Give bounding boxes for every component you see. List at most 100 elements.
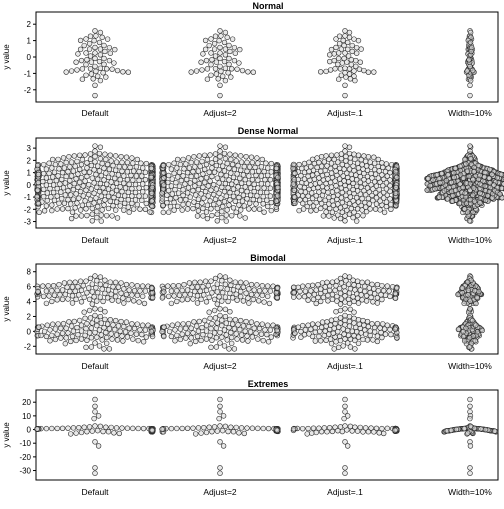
data-point [308, 208, 313, 213]
data-point [224, 194, 229, 199]
data-point [190, 285, 195, 290]
data-point [130, 186, 135, 191]
data-point [249, 155, 254, 160]
data-point [120, 160, 125, 165]
data-point [262, 210, 267, 215]
data-point [99, 321, 104, 326]
data-point [356, 153, 361, 158]
data-point [259, 174, 264, 179]
data-point [264, 190, 269, 195]
data-point [269, 208, 274, 213]
data-point [67, 184, 72, 189]
data-point [86, 192, 91, 197]
data-point [91, 76, 96, 81]
x-tick-label: Adjust=.1 [327, 361, 363, 371]
data-point [275, 185, 280, 190]
data-point [71, 187, 76, 192]
data-point [141, 339, 146, 344]
data-point [201, 185, 206, 190]
data-point [58, 182, 63, 187]
data-point [108, 199, 113, 204]
data-point [334, 45, 339, 50]
data-point [137, 178, 142, 183]
data-point [375, 282, 380, 287]
data-point [111, 184, 116, 189]
data-point [335, 153, 340, 158]
data-point [78, 47, 83, 52]
data-point [471, 177, 476, 182]
data-point [483, 184, 488, 189]
data-point [334, 207, 339, 212]
data-point [468, 40, 473, 45]
data-point [257, 326, 262, 331]
data-point [352, 69, 357, 74]
data-point [70, 285, 75, 290]
data-point [223, 52, 228, 57]
data-point [36, 180, 41, 185]
data-point [169, 301, 174, 306]
data-point [309, 191, 314, 196]
data-point [64, 335, 69, 340]
data-point [57, 166, 62, 171]
data-point [445, 196, 450, 201]
data-point [140, 182, 145, 187]
data-point [236, 163, 241, 168]
x-tick-label: Width=10% [448, 361, 492, 371]
data-point [193, 193, 198, 198]
data-point [230, 322, 235, 327]
data-point [89, 187, 94, 192]
data-point [265, 323, 270, 328]
data-point [99, 333, 104, 338]
data-point [316, 282, 321, 287]
data-point [210, 160, 215, 165]
data-point [203, 47, 208, 52]
y-tick-label: 1 [27, 169, 32, 178]
data-point [237, 61, 242, 66]
data-point [366, 70, 371, 75]
data-point [188, 292, 193, 297]
data-point [66, 169, 71, 174]
data-point [66, 188, 71, 193]
data-point [74, 338, 79, 343]
data-point [340, 61, 345, 66]
data-point [98, 307, 103, 312]
data-point [260, 283, 265, 288]
data-point [298, 184, 303, 189]
data-point [196, 169, 201, 174]
data-point [197, 154, 202, 159]
data-point [483, 198, 488, 203]
data-point [219, 69, 224, 74]
data-point [35, 188, 40, 193]
data-point [292, 188, 297, 193]
data-point [343, 274, 348, 279]
data-point [343, 149, 348, 154]
data-point [134, 164, 139, 169]
data-point [40, 179, 45, 184]
data-point [246, 296, 251, 301]
data-point [102, 166, 107, 171]
data-point [74, 60, 79, 65]
data-point [261, 194, 266, 199]
data-point [130, 321, 135, 326]
data-point [69, 216, 74, 221]
data-point [248, 186, 253, 191]
data-point [326, 298, 331, 303]
data-point [219, 299, 224, 304]
data-point [94, 33, 99, 38]
data-point [161, 290, 166, 295]
data-point [49, 333, 54, 338]
data-point [223, 145, 228, 150]
data-point [262, 186, 267, 191]
data-point [188, 195, 193, 200]
data-point [110, 190, 115, 195]
data-point [252, 207, 257, 212]
data-point [468, 30, 473, 35]
data-point [339, 281, 344, 286]
data-point [210, 174, 215, 179]
data-point [219, 209, 224, 214]
data-point [121, 339, 126, 344]
data-point [79, 329, 84, 334]
data-point [326, 332, 331, 337]
data-point [353, 78, 358, 83]
data-point [245, 169, 250, 174]
